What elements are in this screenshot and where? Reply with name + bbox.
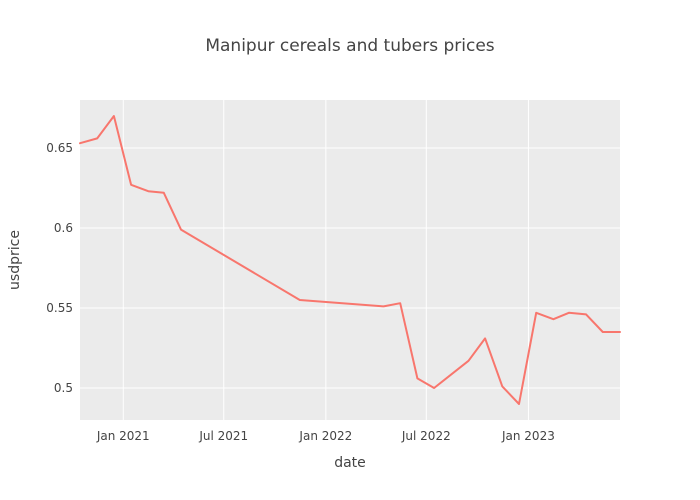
x-tick-label: Jan 2022 [298,429,352,443]
x-tick-label: Jan 2021 [96,429,150,443]
x-tick-label: Jul 2022 [401,429,451,443]
y-gridlines [80,147,620,389]
x-axis-ticks: Jan 2021 Jul 2021 Jan 2022 Jul 2022 Jan 2023 [96,429,555,443]
series-line [79,115,621,405]
x-axis-title: date [334,455,366,471]
plot-area [80,100,620,420]
y-tick-label: 0.5 [54,381,73,395]
x-tick-label: Jan 2023 [501,429,555,443]
y-tick-label: 0.6 [54,221,73,235]
series-layer [79,115,621,405]
chart-title: Manipur cereals and tubers prices [205,36,494,56]
y-tick-label: 0.55 [46,301,73,315]
y-tick-label: 0.65 [46,141,73,155]
x-tick-label: Jul 2021 [198,429,248,443]
y-axis-title: usdprice [7,230,23,290]
y-axis-ticks: 0.5 0.55 0.6 0.65 [46,141,73,395]
